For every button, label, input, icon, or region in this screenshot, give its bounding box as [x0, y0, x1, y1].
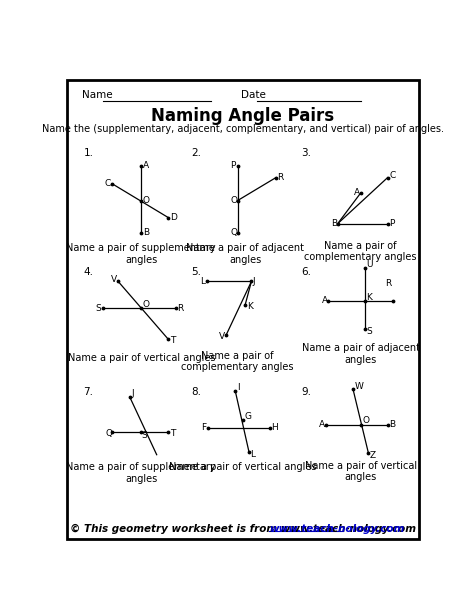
Text: J: J: [131, 389, 134, 398]
Text: 2.: 2.: [191, 148, 201, 158]
Text: W: W: [355, 382, 364, 390]
Text: V: V: [111, 275, 118, 284]
Text: Name a pair of vertical
angles: Name a pair of vertical angles: [305, 461, 417, 482]
Text: H: H: [272, 423, 278, 432]
Text: J: J: [253, 277, 255, 286]
Text: Naming Angle Pairs: Naming Angle Pairs: [151, 107, 335, 125]
Text: V: V: [219, 332, 225, 341]
Text: T: T: [170, 430, 175, 438]
Text: P: P: [389, 219, 394, 228]
Text: Name a pair of adjacent
angles: Name a pair of adjacent angles: [302, 343, 420, 365]
Text: Name the (supplementary, adjacent, complementary, and vertical) pair of angles.: Name the (supplementary, adjacent, compl…: [42, 124, 444, 134]
Text: © This geometry worksheet is from www.teach-nology.com: © This geometry worksheet is from www.te…: [70, 524, 416, 535]
Text: Name a pair of
complementary angles: Name a pair of complementary angles: [304, 241, 417, 262]
Text: Date: Date: [241, 90, 266, 100]
Text: C: C: [389, 172, 395, 180]
Text: L: L: [200, 277, 205, 286]
Text: U: U: [366, 260, 373, 269]
Text: 7.: 7.: [83, 387, 93, 397]
Text: Name a pair of adjacent
angles: Name a pair of adjacent angles: [186, 243, 304, 265]
Text: Q: Q: [105, 430, 112, 438]
Text: A: A: [143, 161, 149, 170]
Text: 9.: 9.: [301, 387, 311, 397]
Text: Name a pair of vertical angles: Name a pair of vertical angles: [169, 462, 317, 473]
Text: B: B: [331, 219, 337, 228]
Text: www.teach-nology.com: www.teach-nology.com: [269, 524, 405, 535]
Text: S: S: [366, 327, 372, 336]
Text: S: S: [141, 431, 147, 440]
Text: A: A: [319, 420, 325, 429]
Text: P: P: [231, 161, 236, 170]
Text: D: D: [170, 213, 177, 222]
Text: S: S: [96, 304, 101, 313]
Text: 3.: 3.: [301, 148, 311, 158]
Text: B: B: [143, 229, 149, 237]
Text: I: I: [237, 383, 239, 392]
Text: 5.: 5.: [191, 267, 201, 277]
Text: R: R: [177, 304, 184, 313]
Text: 6.: 6.: [301, 267, 311, 277]
Text: R: R: [385, 278, 392, 287]
Text: O: O: [143, 196, 150, 205]
Text: O: O: [143, 300, 150, 309]
Text: Name a pair of supplementary
angles: Name a pair of supplementary angles: [66, 462, 216, 484]
Text: Name a pair of vertical angles: Name a pair of vertical angles: [67, 353, 215, 363]
Text: B: B: [389, 420, 395, 429]
Text: K: K: [366, 293, 372, 302]
Text: Name a pair of supplementary
angles: Name a pair of supplementary angles: [66, 243, 216, 265]
Text: Name: Name: [82, 90, 113, 100]
Text: Q: Q: [231, 229, 237, 237]
Text: O: O: [362, 416, 369, 425]
Text: A: A: [321, 296, 328, 305]
Text: G: G: [245, 413, 252, 422]
Text: A: A: [354, 188, 360, 197]
Text: L: L: [251, 450, 255, 459]
Text: C: C: [104, 179, 110, 188]
Text: 8.: 8.: [191, 387, 201, 397]
Text: 1.: 1.: [83, 148, 93, 158]
Text: Name a pair of
complementary angles: Name a pair of complementary angles: [181, 351, 294, 372]
Text: R: R: [278, 173, 284, 182]
Text: K: K: [247, 302, 253, 311]
Text: F: F: [201, 423, 207, 432]
Text: O: O: [231, 196, 237, 205]
Text: Z: Z: [370, 451, 376, 460]
Text: T: T: [170, 337, 175, 345]
Text: 4.: 4.: [83, 267, 93, 277]
